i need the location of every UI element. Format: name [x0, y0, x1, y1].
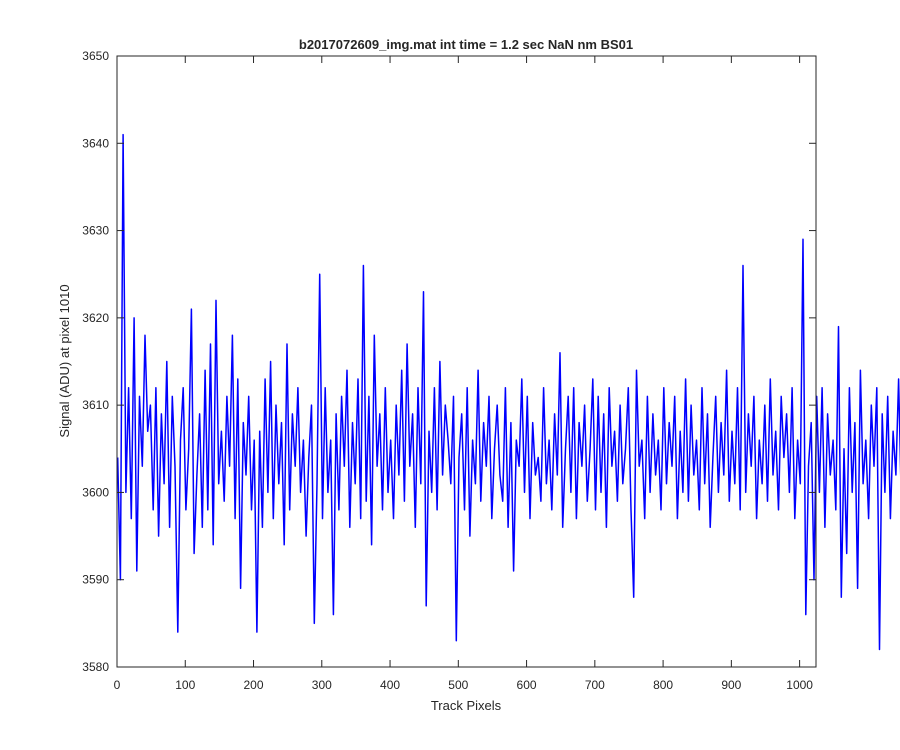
y-axis-label: Signal (ADU) at pixel 1010	[57, 284, 72, 437]
x-tick-label: 200	[244, 678, 264, 692]
chart-title: b2017072609_img.mat int time = 1.2 sec N…	[299, 37, 633, 52]
x-tick-label: 100	[175, 678, 195, 692]
x-tick-label: 500	[448, 678, 468, 692]
x-axis-label: Track Pixels	[431, 698, 502, 713]
series-layer	[116, 133, 900, 651]
x-tick-label: 400	[380, 678, 400, 692]
plot-box	[116, 55, 817, 668]
y-tick-label: 3650	[82, 49, 109, 63]
x-tick-label: 700	[585, 678, 605, 692]
x-tick-label: 800	[653, 678, 673, 692]
y-tick-label: 3610	[82, 398, 109, 412]
y-tick-label: 3630	[82, 224, 109, 238]
axis-ticks: 0 100 200 300 400 500 600 700 800 900 1000 3580 3590…	[82, 49, 816, 692]
x-tick-label: 300	[312, 678, 332, 692]
y-tick-label: 3620	[82, 311, 109, 325]
series-line-1	[116, 133, 900, 651]
x-tick-label: 600	[517, 678, 537, 692]
y-tick-label: 3590	[82, 573, 109, 587]
y-tick-label: 3600	[82, 485, 109, 499]
plot-area	[117, 56, 816, 667]
x-tick-label: 0	[114, 678, 121, 692]
x-tick-label: 1000	[786, 678, 813, 692]
x-tick-label: 900	[721, 678, 741, 692]
y-tick-label: 3580	[82, 660, 109, 674]
y-tick-label: 3640	[82, 136, 109, 150]
